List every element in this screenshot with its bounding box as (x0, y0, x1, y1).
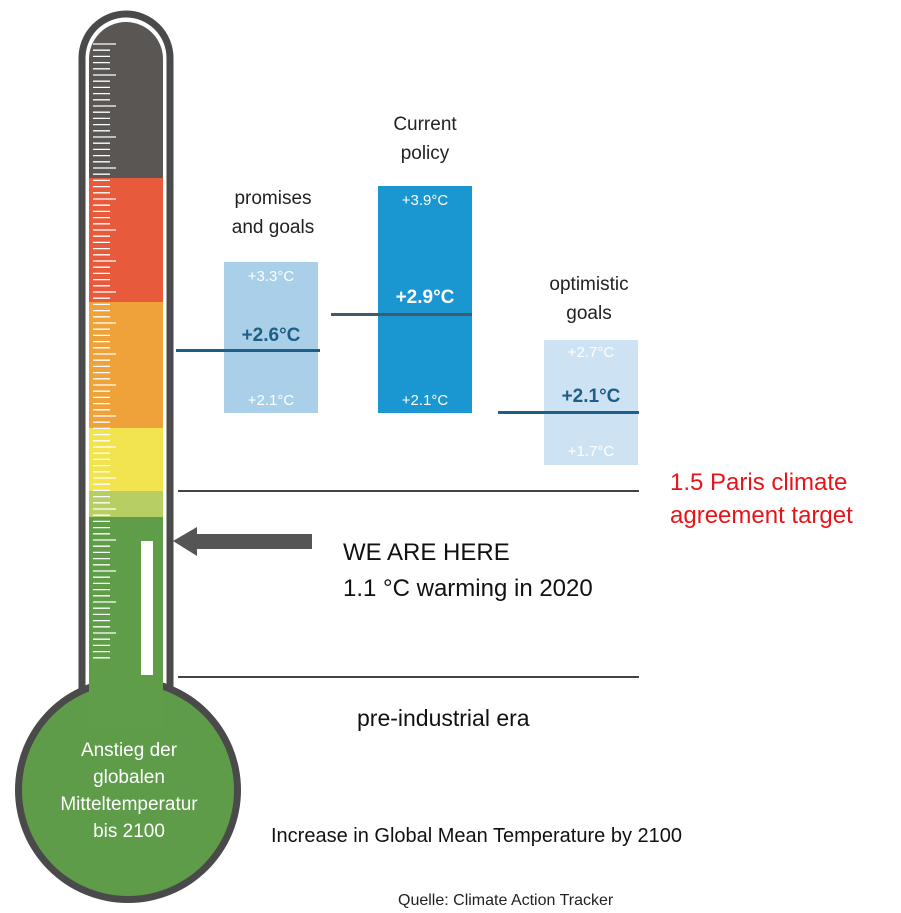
bulb-line-3: Mitteltemperatur (60, 794, 198, 815)
chart-caption: Increase in Global Mean Temperature by 2… (271, 825, 682, 847)
scenario-title-optimistic: optimistic goals (530, 270, 648, 328)
we-are-here-arrow (173, 527, 312, 556)
scenario-high-value: +3.9°C (401, 192, 449, 209)
scenario-title-current-policy: Current policy (366, 110, 484, 168)
paris-target-line (178, 490, 639, 492)
we-are-here-title: WE ARE HERE (343, 539, 510, 566)
scenario-title-line: promises (234, 188, 312, 209)
bulb-line-4: bis 2100 (93, 821, 165, 842)
scenario-mid-line-current-policy (331, 313, 472, 316)
bulb-line-2: globalen (93, 767, 165, 788)
scenario-title-line: and goals (231, 217, 315, 238)
paris-target-line-1: 1.5 Paris climate (670, 469, 848, 496)
scenario-bar-promises: +3.3°C +2.6°C +2.1°C (224, 262, 318, 413)
scenario-bar-current-policy: +3.9°C +2.9°C +2.1°C (378, 186, 472, 413)
scenario-title-line: optimistic (549, 274, 629, 295)
scenario-title-line: policy (400, 143, 450, 164)
scenario-high-value: +2.7°C (567, 344, 615, 361)
scenario-low-value: +2.1°C (401, 392, 449, 409)
scenario-mid-value: +2.9°C (395, 287, 455, 308)
scenario-title-promises: promises and goals (214, 184, 332, 242)
thermometer-current-level (141, 541, 153, 675)
pre-industrial-label: pre-industrial era (357, 705, 530, 731)
we-are-here-label: WE ARE HERE 1.1 °C warming in 2020 (343, 535, 593, 607)
thermometer-band-red (89, 178, 163, 302)
scenario-mid-line-optimistic (498, 411, 639, 414)
paris-target-line-2: agreement target (670, 502, 853, 529)
current-warming: 1.1 °C warming in 2020 (343, 575, 593, 602)
scenario-high-value: +3.3°C (247, 268, 295, 285)
scenario-bar-optimistic: +2.7°C +2.1°C +1.7°C (544, 340, 638, 465)
scenario-mid-value: +2.6°C (241, 325, 301, 346)
scenario-low-value: +2.1°C (247, 392, 295, 409)
scenario-title-line: goals (566, 303, 612, 324)
pre-industrial-line (178, 676, 639, 678)
scenario-mid-line-promises (176, 349, 320, 352)
paris-target-label: 1.5 Paris climate agreement target (670, 466, 853, 532)
source-credit: Quelle: Climate Action Tracker (398, 892, 614, 909)
scenario-title-line: Current (393, 114, 457, 135)
bulb-line-1: Anstieg der (80, 740, 178, 761)
thermometer-bulb-label: Anstieg der globalen Mitteltemperatur bi… (22, 737, 236, 845)
thermometer-band-light-green (89, 491, 163, 517)
thermometer-ticks (93, 43, 116, 671)
scenario-mid-value: +2.1°C (561, 386, 621, 407)
thermometer-bulb (22, 684, 234, 896)
thermometer-band-orange (89, 302, 163, 428)
scenario-low-value: +1.7°C (567, 443, 615, 460)
